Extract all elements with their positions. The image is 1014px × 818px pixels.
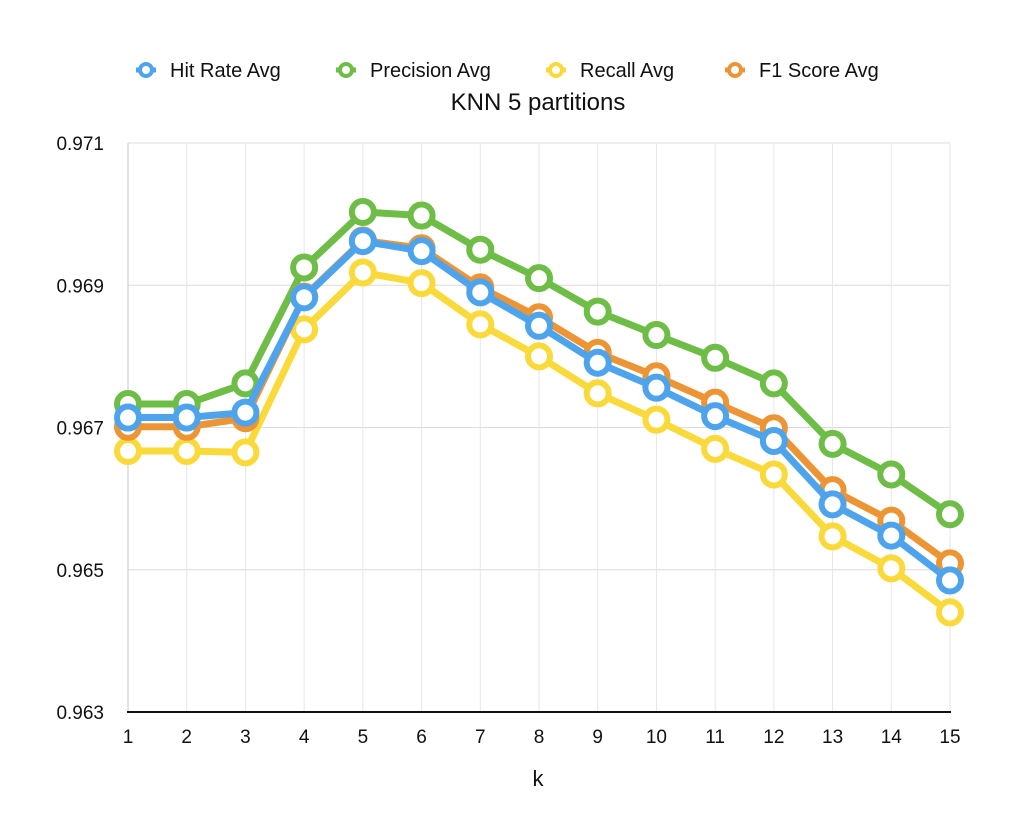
x-tick-label: 9 xyxy=(592,727,603,748)
data-point xyxy=(348,227,377,256)
data-point xyxy=(407,201,436,230)
x-tick-label: 14 xyxy=(881,727,903,748)
data-point xyxy=(936,500,964,529)
legend-item: F1 Score Avg xyxy=(725,60,879,82)
legend-item: Recall Avg xyxy=(546,60,674,82)
data-point xyxy=(877,460,906,489)
legend-marker-swatch xyxy=(548,62,564,78)
data-point xyxy=(642,405,671,434)
y-tick-label: 0.969 xyxy=(56,276,104,297)
data-point xyxy=(583,379,612,408)
data-point xyxy=(759,460,788,489)
data-point xyxy=(407,237,436,266)
data-point xyxy=(525,342,553,371)
data-point xyxy=(525,264,553,293)
data-point xyxy=(701,434,730,463)
plot-area xyxy=(114,197,964,627)
data-point xyxy=(525,311,553,340)
legend-label: F1 Score Avg xyxy=(759,60,879,82)
data-point xyxy=(818,522,847,551)
data-point xyxy=(642,321,671,350)
data-point xyxy=(231,398,260,427)
x-tick-label: 11 xyxy=(705,727,725,748)
x-tick-label: 10 xyxy=(646,727,667,748)
data-point xyxy=(348,258,377,287)
legend-item: Precision Avg xyxy=(336,60,491,82)
legend-item: Hit Rate Avg xyxy=(136,60,281,82)
data-point xyxy=(407,269,436,298)
data-point xyxy=(290,315,319,344)
data-point xyxy=(936,566,964,595)
data-point xyxy=(466,235,495,264)
legend-marker-swatch xyxy=(338,62,354,78)
x-tick-label: 1 xyxy=(123,727,134,748)
data-point xyxy=(877,521,906,550)
legend-label: Recall Avg xyxy=(580,60,674,82)
legend-marker-swatch xyxy=(727,62,743,78)
x-axis: 1 2 3 4 5 6 7 8 9 10 11 12 13 14 15 xyxy=(123,711,961,748)
legend-label: Precision Avg xyxy=(370,60,491,82)
data-point xyxy=(936,598,964,627)
y-tick-label: 0.965 xyxy=(56,561,104,582)
x-tick-label: 3 xyxy=(240,727,251,748)
data-point xyxy=(231,438,260,467)
x-tick-label: 2 xyxy=(181,727,192,748)
data-point xyxy=(466,310,495,339)
data-point xyxy=(114,403,142,432)
data-point xyxy=(877,554,906,583)
data-point xyxy=(172,436,201,465)
legend-marker-swatch xyxy=(138,62,154,78)
data-point xyxy=(818,429,847,458)
data-point xyxy=(466,278,495,307)
chart-title: KNN 5 partitions xyxy=(451,89,626,116)
y-axis: 0.963 0.965 0.967 0.969 0.971 xyxy=(56,134,129,724)
data-point xyxy=(701,402,730,431)
data-point xyxy=(114,436,142,465)
series-recall-avg xyxy=(114,258,964,627)
data-point xyxy=(642,373,671,402)
data-point xyxy=(759,369,788,398)
data-point xyxy=(759,427,788,456)
x-tick-label: 8 xyxy=(534,727,545,748)
x-axis-title: k xyxy=(533,766,545,791)
data-point xyxy=(348,197,377,226)
legend-label: Hit Rate Avg xyxy=(170,60,281,82)
data-point xyxy=(701,343,730,372)
x-tick-label: 13 xyxy=(822,727,843,748)
data-point xyxy=(172,403,201,432)
legend: Hit Rate Avg Precision Avg Recall Avg F1 Sc… xyxy=(136,60,879,82)
y-tick-label: 0.971 xyxy=(56,134,104,155)
x-tick-label: 5 xyxy=(358,727,369,748)
data-point xyxy=(583,297,612,326)
x-tick-label: 15 xyxy=(939,727,960,748)
y-tick-label: 0.963 xyxy=(56,703,104,724)
x-tick-label: 7 xyxy=(475,727,486,748)
data-point xyxy=(290,253,319,282)
x-tick-label: 12 xyxy=(763,727,784,748)
x-tick-label: 4 xyxy=(299,727,310,748)
data-point xyxy=(583,348,612,377)
data-point xyxy=(818,490,847,519)
series-hit-rate-avg xyxy=(114,227,964,595)
y-tick-label: 0.967 xyxy=(56,419,104,440)
data-point xyxy=(290,283,319,312)
x-tick-label: 6 xyxy=(416,727,427,748)
